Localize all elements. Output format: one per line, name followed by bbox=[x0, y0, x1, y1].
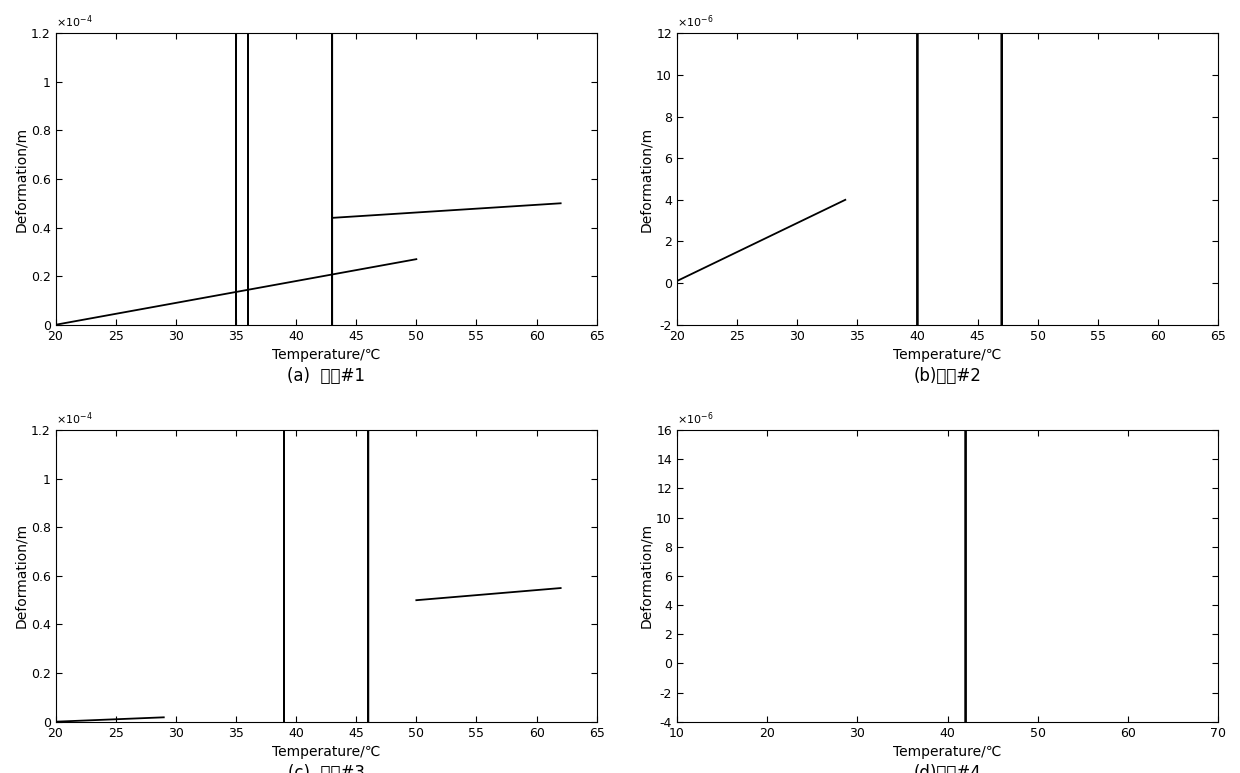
X-axis label: Temperature/℃: Temperature/℃ bbox=[272, 745, 381, 759]
Y-axis label: Deformation/m: Deformation/m bbox=[14, 127, 27, 232]
X-axis label: Temperature/℃: Temperature/℃ bbox=[272, 348, 381, 363]
Y-axis label: Deformation/m: Deformation/m bbox=[640, 127, 653, 232]
X-axis label: Temperature/℃: Temperature/℃ bbox=[893, 348, 1002, 363]
X-axis label: Temperature/℃: Temperature/℃ bbox=[893, 745, 1002, 759]
Text: $\times10^{-4}$: $\times10^{-4}$ bbox=[56, 410, 92, 427]
Text: $\times10^{-6}$: $\times10^{-6}$ bbox=[677, 14, 713, 30]
Y-axis label: Deformation/m: Deformation/m bbox=[14, 523, 27, 628]
Text: (b)工况#2: (b)工况#2 bbox=[914, 367, 981, 385]
Text: (a)  工况#1: (a) 工况#1 bbox=[288, 367, 365, 385]
Y-axis label: Deformation/m: Deformation/m bbox=[640, 523, 653, 628]
Text: $\times10^{-6}$: $\times10^{-6}$ bbox=[677, 410, 713, 427]
Text: (d)工况#4: (d)工况#4 bbox=[914, 764, 981, 773]
Text: $\times10^{-4}$: $\times10^{-4}$ bbox=[56, 14, 92, 30]
Text: (c)  工况#3: (c) 工况#3 bbox=[288, 764, 365, 773]
